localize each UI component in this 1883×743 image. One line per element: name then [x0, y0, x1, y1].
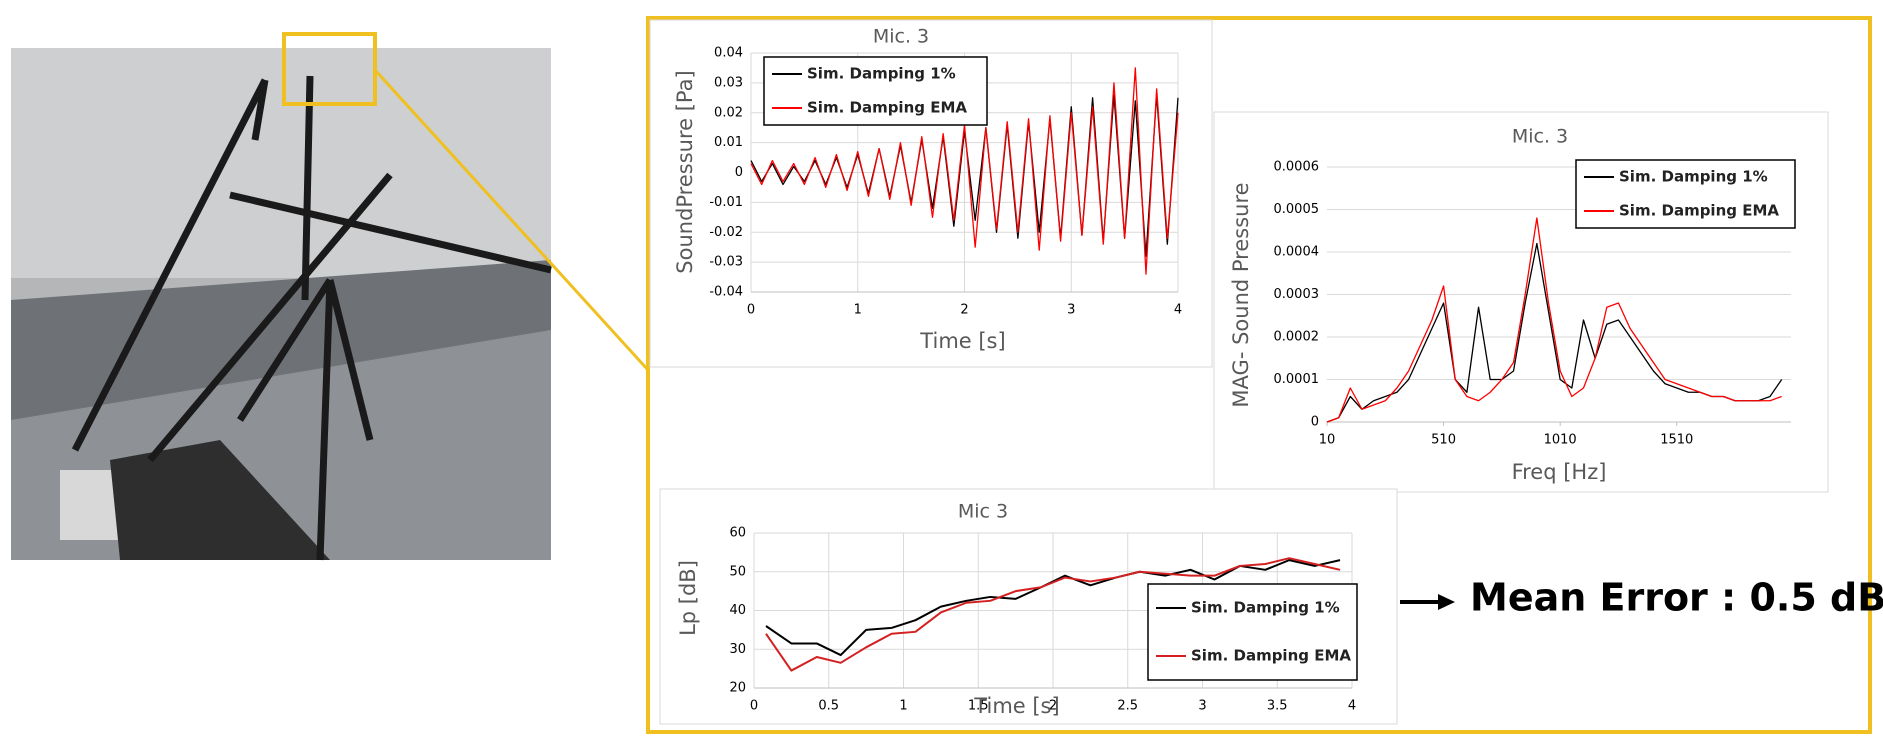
x-tick-label: 1 [899, 699, 907, 714]
y-tick-label: 0.0006 [1274, 160, 1320, 175]
x-tick-label: 0 [747, 303, 755, 318]
y-tick-label: -0.04 [709, 285, 743, 300]
frame [646, 16, 1872, 734]
x-tick-label: 1010 [1544, 433, 1577, 448]
x-axis-label: Freq [Hz] [1512, 460, 1607, 484]
x-tick-label: 4 [1348, 699, 1356, 714]
x-tick-label: 2 [1049, 699, 1057, 714]
x-tick-label: 3.5 [1267, 699, 1288, 714]
y-tick-label: 0 [1311, 415, 1319, 430]
annotation: Mean Error : 0.5 dB [1470, 576, 1883, 620]
y-tick-label: 0.0005 [1274, 202, 1320, 217]
y-tick-label: 20 [729, 681, 746, 696]
legend-label: Sim. Damping EMA [1619, 202, 1779, 220]
legend-box [763, 56, 988, 126]
x-tick-label: 3 [1067, 303, 1075, 318]
x-axis-label: Time [s] [919, 329, 1005, 353]
y-tick-label: 0.0003 [1274, 287, 1320, 302]
x-tick-label: 0.5 [818, 699, 839, 714]
chart-title: Mic. 3 [1512, 126, 1568, 148]
y-tick-label: 60 [729, 526, 746, 541]
legend-label: Sim. Damping EMA [807, 99, 967, 117]
y-tick-label: -0.02 [709, 225, 743, 240]
x-tick-label: 510 [1431, 433, 1456, 448]
x-tick-label: 2.5 [1117, 699, 1138, 714]
legend-label: Sim. Damping EMA [1191, 647, 1351, 665]
y-tick-label: 30 [729, 642, 746, 657]
y-tick-label: 0.01 [714, 135, 743, 150]
y-tick-label: 0.0004 [1274, 245, 1320, 260]
series-line [1326, 217, 1782, 423]
y-tick-label: 0.02 [714, 105, 743, 120]
y-axis-label: MAG- Sound Pressure [1229, 182, 1253, 407]
x-tick-label: 10 [1319, 433, 1336, 448]
highlight-box [282, 32, 377, 106]
chart: 0 0.0001 0.0002 0.0003 0.0004 0.0005 0.0006 10 5… [1213, 111, 1829, 493]
callout-line [373, 68, 650, 372]
y-tick-label: 0.03 [714, 75, 743, 90]
chart: 20 30 40 50 60 0 0.5 1 1.5 2 2.5 3 3.5 4 Mic 3 Time [s]… [659, 488, 1398, 725]
chart: -0.04 -0.03 -0.02 -0.01 0 0.01 0.02 0.03 0.04 0 1 2… [649, 19, 1213, 368]
x-tick-label: 1.5 [968, 699, 989, 714]
y-tick-label: 50 [729, 564, 746, 579]
chart-title: Mic. 3 [873, 26, 929, 48]
legend-box [1147, 583, 1358, 681]
series-line [765, 557, 1341, 672]
y-tick-label: 0.04 [714, 46, 743, 61]
x-tick-label: 2 [960, 303, 968, 318]
photo [11, 48, 552, 561]
chart-title: Mic 3 [958, 501, 1008, 523]
x-tick-label: 1 [854, 303, 862, 318]
y-tick-label: -0.03 [709, 255, 743, 270]
x-tick-label: 1510 [1660, 433, 1693, 448]
y-tick-label: 0.0001 [1274, 372, 1320, 387]
y-tick-label: -0.01 [709, 195, 743, 210]
x-axis-label: Time [s] [973, 694, 1059, 718]
legend-box [1575, 159, 1796, 229]
y-tick-label: 0.0002 [1274, 330, 1320, 345]
y-axis-label: Lp [dB] [676, 560, 700, 636]
arrow-head [1438, 594, 1455, 610]
legend-label: Sim. Damping 1% [807, 65, 956, 83]
y-tick-label: 40 [729, 603, 746, 618]
legend-label: Sim. Damping 1% [1191, 599, 1340, 617]
x-tick-label: 3 [1198, 699, 1206, 714]
legend-label: Sim. Damping 1% [1619, 168, 1768, 186]
x-tick-label: 4 [1174, 303, 1182, 318]
x-tick-label: 0 [750, 699, 758, 714]
y-tick-label: 0 [735, 165, 743, 180]
y-axis-label: SoundPressure [Pa] [673, 70, 697, 273]
